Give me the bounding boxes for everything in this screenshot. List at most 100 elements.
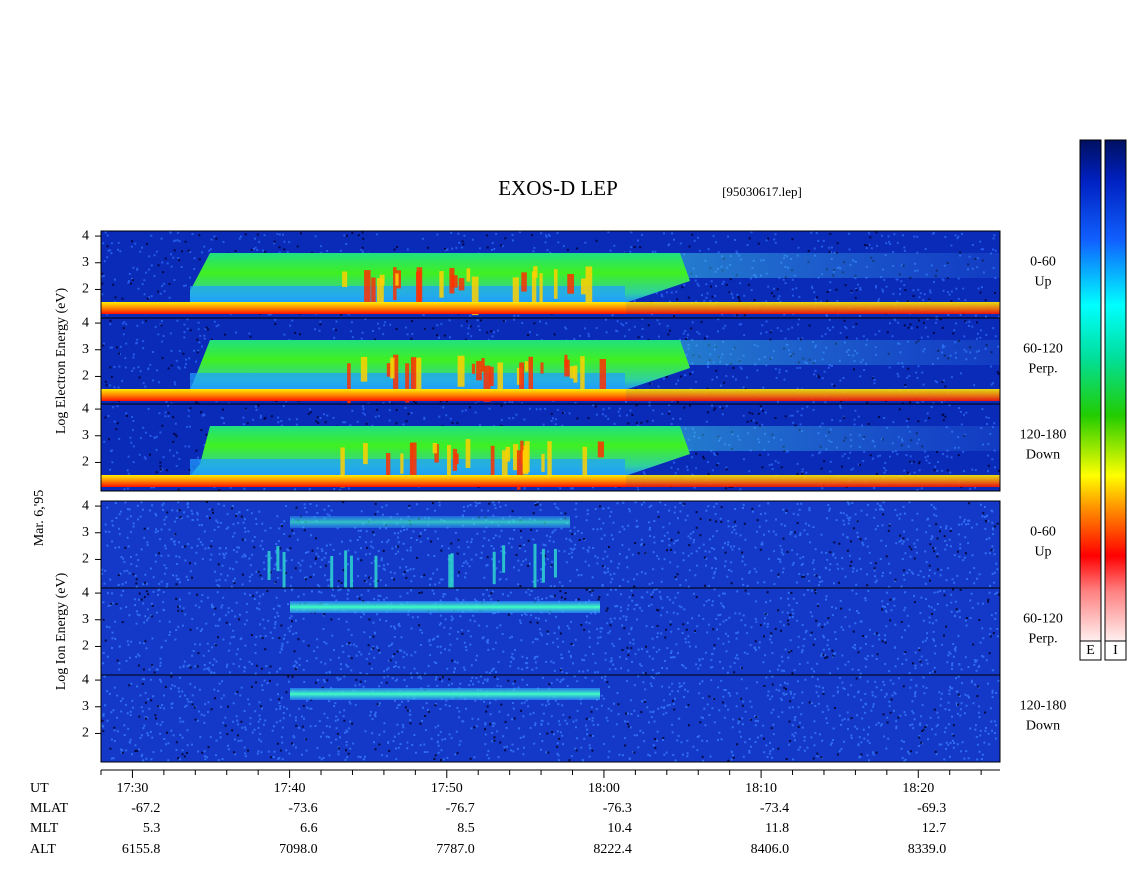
x-tick-label: 17:50 bbox=[431, 781, 463, 796]
ion-streak bbox=[502, 545, 506, 573]
lower-band bbox=[190, 286, 625, 304]
x-tick-label: 18:10 bbox=[745, 781, 777, 796]
streak bbox=[501, 450, 508, 485]
y-tick-label: 2 bbox=[82, 726, 89, 741]
streak bbox=[520, 440, 524, 476]
streak bbox=[599, 358, 607, 393]
ion-streak bbox=[450, 553, 454, 598]
streak bbox=[363, 443, 368, 465]
noise bbox=[101, 675, 1000, 762]
lower-band bbox=[190, 459, 625, 477]
x-tick-label: 17:40 bbox=[274, 781, 306, 796]
streak bbox=[340, 447, 345, 488]
streak bbox=[371, 277, 376, 302]
ephemeris-value: 11.8 bbox=[765, 821, 789, 836]
streak bbox=[417, 279, 423, 304]
streak bbox=[471, 363, 476, 374]
streak bbox=[342, 271, 348, 287]
colorbar-label-box bbox=[1079, 640, 1102, 661]
ephemeris-value: 8339.0 bbox=[908, 842, 947, 857]
ion-streak bbox=[492, 551, 496, 585]
x-tick-label: 18:00 bbox=[588, 781, 620, 796]
streak bbox=[533, 266, 538, 278]
ephemeris-name: MLAT bbox=[30, 801, 69, 816]
ion-streak bbox=[344, 550, 348, 594]
ephemeris-value: 8222.4 bbox=[593, 842, 632, 857]
streak bbox=[490, 445, 495, 476]
ion-band bbox=[290, 688, 600, 700]
y-tick-label: 4 bbox=[82, 315, 89, 330]
panel-label: Up bbox=[1034, 545, 1051, 560]
x-tick-label: 17:30 bbox=[116, 781, 148, 796]
y-tick-label: 3 bbox=[82, 255, 89, 270]
colorbar bbox=[1079, 139, 1102, 642]
streak bbox=[439, 271, 444, 298]
panel-label: 60-120 bbox=[1023, 342, 1063, 357]
streak bbox=[489, 366, 494, 386]
spectrogram-panels bbox=[100, 230, 1001, 763]
colorbar-label: E bbox=[1086, 643, 1095, 658]
streak bbox=[585, 266, 593, 306]
panel-label: 120-180 bbox=[1020, 428, 1067, 443]
streak bbox=[581, 278, 587, 295]
colorbar-label-box bbox=[1104, 640, 1127, 661]
panel-label: Perp. bbox=[1028, 362, 1057, 377]
ion-streak bbox=[374, 555, 378, 595]
ephemeris-value: 8406.0 bbox=[751, 842, 790, 857]
streak bbox=[512, 277, 519, 306]
panel-label: Down bbox=[1026, 719, 1060, 734]
streak bbox=[364, 270, 371, 307]
y-tick-label: 2 bbox=[82, 552, 89, 567]
panel-label: Up bbox=[1034, 275, 1051, 290]
streak bbox=[539, 273, 543, 305]
y-tick-label: 2 bbox=[82, 282, 89, 297]
streak bbox=[452, 448, 458, 471]
noise bbox=[101, 404, 997, 491]
streak bbox=[386, 363, 392, 377]
streak bbox=[405, 363, 410, 403]
streak bbox=[432, 442, 438, 454]
ephemeris-value: 10.4 bbox=[607, 821, 632, 836]
panel-background bbox=[101, 501, 1000, 588]
ion-band bbox=[290, 601, 600, 613]
streak bbox=[531, 271, 537, 307]
streak bbox=[553, 269, 558, 299]
streak bbox=[450, 275, 458, 288]
low-energy-band bbox=[625, 475, 1000, 487]
chart-title: EXOS-D LEP bbox=[498, 176, 618, 200]
y-tick-label: 3 bbox=[82, 699, 89, 714]
streak bbox=[521, 272, 527, 292]
panel-frame bbox=[100, 674, 1001, 763]
streak bbox=[447, 445, 451, 480]
panel-label: 0-60 bbox=[1030, 255, 1056, 270]
low-energy-band bbox=[101, 302, 626, 314]
x-tick-label: 18:20 bbox=[902, 781, 934, 796]
low-energy-band bbox=[625, 302, 1000, 314]
streak bbox=[597, 441, 604, 458]
streak bbox=[396, 270, 401, 289]
y-tick-label: 3 bbox=[82, 428, 89, 443]
streak bbox=[458, 278, 465, 291]
y-axis-label: Log Electron Energy (eV) bbox=[54, 288, 69, 435]
ephemeris-value: 7787.0 bbox=[436, 842, 475, 857]
y-tick-label: 2 bbox=[82, 369, 89, 384]
streak bbox=[582, 446, 588, 481]
streak bbox=[497, 362, 503, 395]
streak bbox=[569, 366, 576, 379]
ion-streak bbox=[330, 556, 334, 593]
streak bbox=[347, 363, 351, 404]
ephemeris-value: -73.4 bbox=[760, 801, 789, 816]
streak bbox=[376, 278, 384, 307]
ion-band bbox=[290, 516, 570, 528]
streak bbox=[416, 267, 423, 280]
panel-label: 60-120 bbox=[1023, 612, 1063, 627]
y-tick-label: 3 bbox=[82, 525, 89, 540]
colorbar bbox=[1104, 139, 1127, 642]
streak bbox=[409, 442, 413, 475]
ephemeris-value: 5.3 bbox=[143, 821, 161, 836]
streak bbox=[580, 356, 585, 394]
ion-streak bbox=[533, 543, 537, 588]
ephemeris-value: -73.6 bbox=[288, 801, 317, 816]
ephemeris-value: 12.7 bbox=[922, 821, 947, 836]
y-tick-label: 2 bbox=[82, 455, 89, 470]
